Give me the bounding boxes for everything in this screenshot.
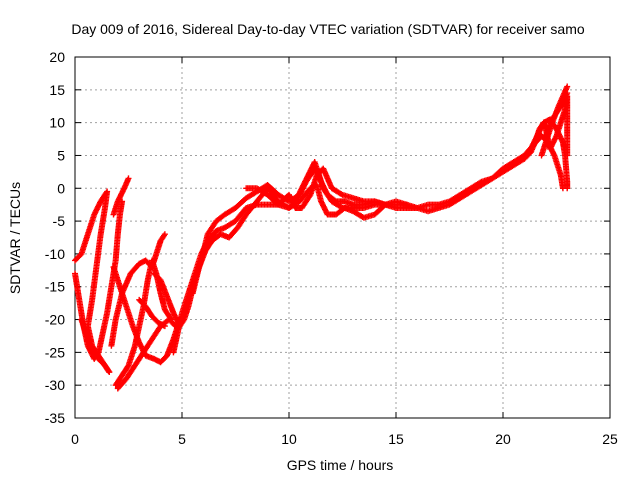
data-layer [72,83,571,392]
y-tick-label: -10 [45,246,65,262]
data-point [106,369,113,376]
x-tick-label: 10 [281,431,297,447]
data-point [564,152,571,159]
y-tick-label: 15 [49,82,65,98]
y-tick-label: -5 [53,213,66,229]
x-tick-label: 15 [388,431,404,447]
y-tick-label: 5 [57,147,65,163]
data-point [161,323,168,330]
x-tick-label: 0 [71,431,79,447]
y-tick-label: 10 [49,115,65,131]
data-point [564,83,571,90]
y-tick-label: 0 [57,180,65,196]
x-tick-label: 25 [602,431,618,447]
plot-frame [74,56,611,419]
series-10 [151,165,410,330]
data-point [124,363,131,370]
data-point [564,90,571,97]
series-8 [114,316,179,392]
data-point [161,231,168,238]
data-point [559,185,566,192]
x-axis-label: GPS time / hours [287,457,394,473]
axis-ticks: 0 5 10 15 20 25 -35 -30 -25 -20 -15 -10 -5 0 5 10 15 20 [45,49,618,447]
series-12 [189,181,410,297]
y-tick-label: -15 [45,279,65,295]
series-13 [243,159,389,211]
series-15 [403,132,566,215]
series-9 [136,296,168,330]
x-tick-label: 20 [495,431,511,447]
data-point [382,201,389,208]
y-tick-label: -20 [45,312,65,328]
series-3 [110,175,132,218]
series-4 [78,316,113,376]
series-1 [72,188,113,376]
y-tick-label: -35 [45,410,65,426]
y-tick-label: 20 [49,49,65,65]
series-18 [542,90,571,139]
y-axis-label: SDTVAR / TECUs [7,182,23,294]
y-tick-label: -30 [45,377,65,393]
grid [75,57,610,418]
y-tick-label: -25 [45,344,65,360]
chart-title: Day 009 of 2016, Sidereal Day-to-day VTE… [71,21,584,37]
x-tick-label: 5 [178,431,186,447]
data-point [125,175,132,182]
